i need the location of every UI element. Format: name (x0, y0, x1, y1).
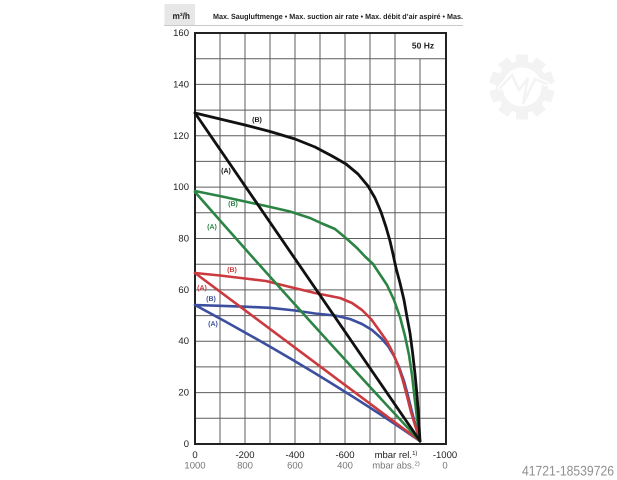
svg-text:0: 0 (184, 439, 189, 450)
svg-text:140: 140 (173, 79, 189, 90)
svg-text:mbar abs.2): mbar abs.2) (372, 461, 420, 472)
svg-text:-600: -600 (335, 450, 354, 461)
svg-text:0: 0 (192, 450, 197, 461)
svg-text:41721-18539726: 41721-18539726 (522, 463, 614, 479)
svg-text:40: 40 (178, 336, 189, 347)
svg-text:(A): (A) (208, 320, 218, 328)
svg-text:(A): (A) (197, 284, 207, 292)
svg-text:120: 120 (173, 131, 189, 142)
svg-text:80: 80 (178, 234, 189, 245)
svg-text:-200: -200 (235, 450, 254, 461)
svg-text:160: 160 (173, 28, 189, 39)
svg-text:20: 20 (178, 388, 189, 399)
svg-text:100: 100 (173, 182, 189, 193)
svg-text:400: 400 (337, 461, 353, 472)
svg-text:600: 600 (287, 461, 303, 472)
svg-text:50 Hz: 50 Hz (412, 41, 434, 51)
svg-text:60: 60 (178, 285, 189, 296)
svg-text:m³/h: m³/h (173, 11, 191, 21)
svg-text:-1000: -1000 (433, 450, 457, 461)
svg-text:1000: 1000 (184, 461, 205, 472)
svg-text:(A): (A) (207, 223, 217, 231)
svg-text:0: 0 (442, 461, 447, 472)
svg-text:(B): (B) (252, 116, 262, 124)
svg-text:(A): (A) (221, 167, 231, 175)
svg-text:(B): (B) (228, 200, 238, 208)
svg-text:(B): (B) (206, 295, 216, 303)
svg-text:mbar rel.1): mbar rel.1) (375, 450, 418, 461)
svg-text:(B): (B) (227, 266, 237, 274)
svg-text:Max. Saugluftmenge • Max. suct: Max. Saugluftmenge • Max. suction air ra… (213, 12, 463, 21)
svg-text:800: 800 (237, 461, 253, 472)
svg-text:-400: -400 (285, 450, 304, 461)
